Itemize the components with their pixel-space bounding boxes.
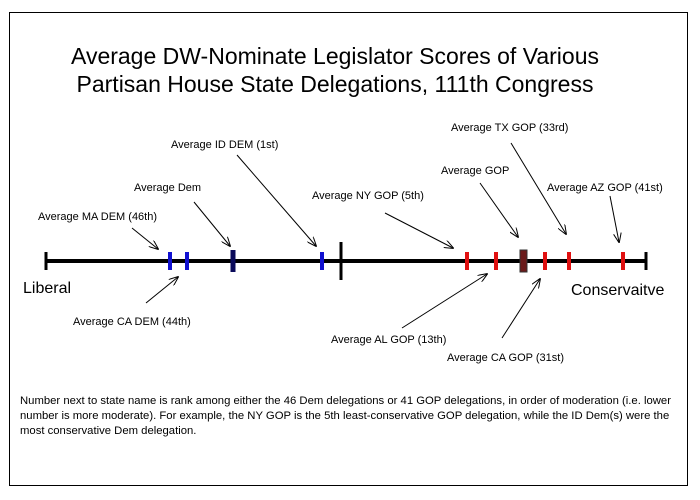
marker-ny-gop: Average NY GOP (5th) (312, 190, 469, 270)
liberal-label: Liberal (23, 280, 71, 297)
marker-az-gop: Average AZ GOP (41st) (547, 182, 663, 270)
marker-label: Average AL GOP (13th) (331, 334, 446, 346)
label-arrow (384, 212, 453, 248)
marker-label: Average NY GOP (5th) (312, 190, 424, 202)
label-arrow (236, 154, 316, 246)
marker-ma-dem: Average MA DEM (46th) (38, 211, 172, 270)
marker-id-dem: Average ID DEM (1st) (171, 139, 324, 270)
label-arrow (401, 274, 487, 329)
marker-label: Average MA DEM (46th) (38, 211, 157, 223)
marker-avg-dem: Average Dem (134, 182, 236, 272)
label-arrow (479, 182, 518, 237)
marker-ca-gop: Average CA GOP (31st) (447, 252, 564, 364)
figure-frame (9, 12, 688, 486)
footnote: Number next to state name is rank among … (20, 395, 671, 437)
title-line-2: Partisan House State Delegations, 111th … (76, 71, 594, 97)
marker-label: Average CA DEM (44th) (73, 316, 191, 328)
label-arrow (609, 195, 619, 242)
label-arrow (131, 227, 158, 249)
marker-ca-dem: Average CA DEM (44th) (73, 252, 191, 328)
label-arrow (510, 142, 566, 234)
chart-title: Average DW-Nominate Legislator Scores of… (0, 42, 670, 98)
marker-label: Average TX GOP (33rd) (451, 122, 568, 134)
label-arrow (193, 201, 230, 246)
marker-al-gop: Average AL GOP (13th) (331, 252, 498, 346)
marker-label: Average Dem (134, 182, 201, 194)
label-arrow (501, 279, 540, 339)
marker-tick (519, 249, 528, 273)
marker-avg-gop: Average GOP (441, 165, 528, 273)
marker-tx-gop: Average TX GOP (33rd) (451, 122, 571, 270)
marker-label: Average AZ GOP (41st) (547, 182, 663, 194)
marker-label: Average GOP (441, 165, 509, 177)
conservative-label: Conservaitve (571, 282, 664, 299)
label-arrow (145, 277, 178, 304)
title-line-1: Average DW-Nominate Legislator Scores of… (71, 43, 599, 69)
marker-label: Average ID DEM (1st) (171, 139, 278, 151)
marker-label: Average CA GOP (31st) (447, 352, 564, 364)
